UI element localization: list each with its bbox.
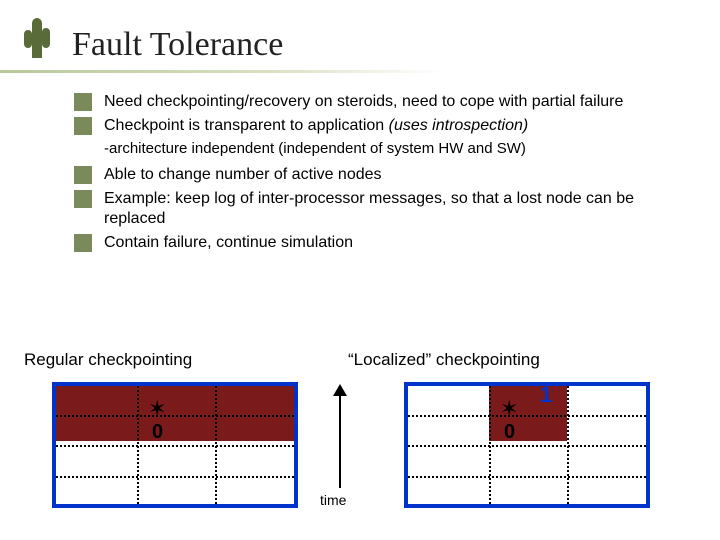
bullet-item: Example: keep log of inter-processor mes… bbox=[74, 189, 674, 229]
diagram-localized: 1 ✶ 0 bbox=[404, 382, 650, 508]
one-marker: 1 bbox=[540, 384, 552, 406]
zero-marker: 0 bbox=[152, 422, 163, 442]
bullet-list: Need checkpointing/recovery on steroids,… bbox=[74, 92, 674, 257]
bullet-text: Checkpoint is transparent to application… bbox=[104, 116, 528, 136]
zero-marker: 0 bbox=[504, 422, 515, 442]
fault-marker: ✶ bbox=[148, 398, 166, 420]
bullet-item: Checkpoint is transparent to application… bbox=[74, 116, 674, 136]
title-underline bbox=[0, 70, 445, 73]
label-regular-checkpointing: Regular checkpointing bbox=[24, 350, 192, 370]
time-label: time bbox=[320, 492, 346, 508]
bullet-text: Able to change number of active nodes bbox=[104, 165, 382, 185]
bullet-square-icon bbox=[74, 117, 92, 135]
sub-bullet-item: -architecture independent (independent o… bbox=[104, 140, 674, 159]
bullet-square-icon bbox=[74, 234, 92, 252]
slide-title: Fault Tolerance bbox=[72, 26, 283, 64]
bullet-item: Need checkpointing/recovery on steroids,… bbox=[74, 92, 674, 112]
bullet-square-icon bbox=[74, 190, 92, 208]
bullet-item: Contain failure, continue simulation bbox=[74, 233, 674, 253]
diagram-regular: ✶ 0 bbox=[52, 382, 298, 508]
label-localized-checkpointing: “Localized” checkpointing bbox=[348, 350, 540, 370]
cactus-logo bbox=[18, 18, 54, 68]
bullet-text: -architecture independent (independent o… bbox=[104, 140, 526, 159]
bullet-square-icon bbox=[74, 166, 92, 184]
fault-marker: ✶ bbox=[500, 398, 518, 420]
bullet-item: Able to change number of active nodes bbox=[74, 165, 674, 185]
bullet-text: Need checkpointing/recovery on steroids,… bbox=[104, 92, 623, 112]
bullet-text: Contain failure, continue simulation bbox=[104, 233, 353, 253]
bullet-text: Example: keep log of inter-processor mes… bbox=[104, 189, 674, 229]
bullet-square-icon bbox=[74, 93, 92, 111]
fill-region bbox=[56, 386, 294, 441]
